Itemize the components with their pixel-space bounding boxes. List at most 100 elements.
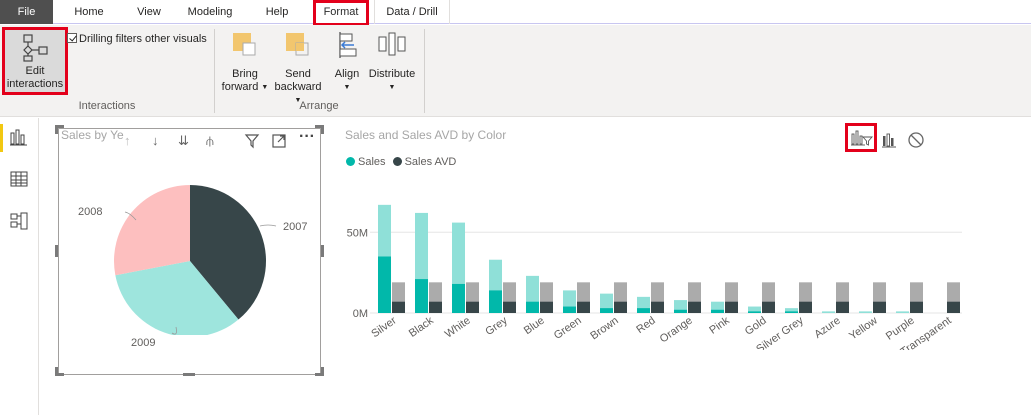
edit-interactions-label-2: interactions [6, 78, 64, 90]
model-view-icon[interactable] [9, 211, 29, 231]
bring-forward-button[interactable]: Bring forward ▼ [220, 30, 270, 94]
pie-label-2008: 2008 [78, 206, 103, 218]
bar-sales-highlight[interactable] [378, 256, 391, 314]
tab-home[interactable]: Home [74, 6, 104, 18]
bar-sales-highlight[interactable] [563, 306, 576, 313]
x-category-label: Grey [483, 314, 510, 338]
bar-sales-total[interactable] [674, 300, 687, 313]
bar-sales-highlight[interactable] [674, 309, 687, 313]
bar-avd-highlight[interactable] [688, 301, 701, 313]
filter-interaction-button[interactable] [845, 123, 877, 152]
ribbon: Edit interactions Drilling filters other… [0, 25, 1031, 117]
distribute-label: Distribute [368, 68, 416, 80]
bar-sales-total[interactable] [600, 293, 613, 313]
bar-avd-highlight[interactable] [836, 301, 849, 313]
bar-avd-highlight[interactable] [910, 301, 923, 313]
resize-handle[interactable] [315, 373, 324, 376]
bar-sales-highlight[interactable] [489, 290, 502, 313]
bar-avd-highlight[interactable] [429, 301, 442, 313]
align-button[interactable]: Align ▼ [330, 30, 364, 94]
bar-avd-highlight[interactable] [651, 301, 664, 313]
data-view-icon[interactable] [9, 169, 29, 189]
send-backward-button[interactable]: Send backward ▼ [270, 30, 326, 107]
bar-avd-highlight[interactable] [392, 301, 405, 313]
bring-forward-label-2: forward [221, 81, 259, 93]
bar-avd-highlight[interactable] [466, 301, 479, 313]
bar-sales-total[interactable] [859, 311, 872, 313]
resize-handle[interactable] [55, 245, 58, 257]
bar-sales-highlight[interactable] [637, 308, 650, 313]
tab-format[interactable]: Format [313, 0, 369, 26]
bar-avd-highlight[interactable] [503, 301, 516, 313]
bar-sales-highlight[interactable] [452, 283, 465, 313]
menu-bar: File Home View Modeling Help Format Data… [0, 0, 1031, 26]
bar-avd-highlight[interactable] [762, 301, 775, 313]
resize-handle[interactable] [315, 125, 324, 128]
more-options-icon[interactable]: ··· [299, 128, 315, 145]
resize-handle[interactable] [55, 367, 58, 376]
resize-handle[interactable] [183, 373, 195, 376]
resize-handle[interactable] [55, 125, 64, 128]
ribbon-divider [214, 29, 215, 113]
edit-interactions-label-1: Edit [25, 65, 45, 77]
bar-avd-highlight[interactable] [873, 301, 886, 313]
go-to-next-level-icon[interactable]: ⇊ [178, 133, 189, 148]
bar-sales-highlight[interactable] [711, 309, 724, 313]
expand-hierarchy-icon[interactable]: ⫛ [206, 133, 214, 148]
highlight-interaction-icon[interactable] [881, 132, 897, 148]
bar-sales-total[interactable] [896, 311, 909, 313]
focus-mode-icon[interactable] [271, 133, 287, 149]
left-nav [0, 118, 39, 415]
pie-slice-2009[interactable] [115, 261, 239, 335]
legend-sales-avd-marker [392, 157, 402, 166]
x-category-label: Silver [369, 314, 399, 340]
bar-sales-total[interactable] [748, 306, 761, 313]
resize-handle[interactable] [321, 245, 324, 257]
resize-handle[interactable] [55, 125, 58, 134]
bar-sales-total[interactable] [711, 301, 724, 313]
bar-sales-highlight[interactable] [415, 279, 428, 313]
bar-sales-total[interactable] [785, 308, 798, 313]
drill-down-icon[interactable]: ↓ [152, 133, 159, 148]
resize-handle[interactable] [321, 125, 324, 134]
bar-visual-title: Sales and Sales AVD by Color [345, 128, 507, 142]
bar-avd-highlight[interactable] [577, 301, 590, 313]
bar-sales-highlight[interactable] [785, 311, 798, 313]
distribute-button[interactable]: Distribute ▼ [366, 30, 418, 94]
bar-sales-total[interactable] [822, 311, 835, 313]
bar-avd-highlight[interactable] [947, 301, 960, 313]
bar-avd-highlight[interactable] [799, 301, 812, 313]
pie-label-2009: 2009 [131, 337, 156, 349]
tab-data-drill[interactable]: Data / Drill [374, 0, 450, 24]
x-category-label: Blue [522, 315, 547, 337]
report-view-icon[interactable] [9, 127, 29, 147]
bar-avd-highlight[interactable] [614, 301, 627, 313]
chart-legend: Sales Sales AVD [346, 156, 456, 168]
tab-file[interactable]: File [0, 0, 53, 24]
distribute-icon [378, 32, 406, 56]
bar-avd-highlight[interactable] [540, 301, 553, 313]
leader-line [124, 211, 137, 221]
dropdown-arrow-icon: ▼ [294, 97, 302, 104]
x-category-label: Azure [812, 315, 842, 341]
checkbox-checked-icon[interactable] [67, 33, 77, 43]
tab-view[interactable]: View [137, 6, 161, 18]
tab-help[interactable]: Help [265, 6, 289, 18]
resize-handle[interactable] [321, 367, 324, 376]
pie-slice-2008[interactable] [114, 185, 190, 276]
edit-interactions-button[interactable]: Edit interactions [2, 27, 68, 95]
leader-line [171, 326, 177, 335]
align-label: Align [334, 68, 360, 80]
filter-icon[interactable] [244, 133, 260, 149]
bar-avd-highlight[interactable] [725, 301, 738, 313]
pie-slice-2007[interactable] [190, 185, 266, 320]
drill-up-icon[interactable]: ↑ [124, 133, 131, 148]
bar-sales-highlight[interactable] [748, 311, 761, 313]
none-interaction-icon[interactable] [907, 131, 925, 149]
tab-modeling[interactable]: Modeling [187, 6, 233, 18]
bar-sales-highlight[interactable] [600, 308, 613, 313]
bar-sales-highlight[interactable] [526, 301, 539, 313]
resize-handle[interactable] [55, 373, 64, 376]
x-category-label: Brown [588, 315, 620, 343]
drilling-filters-checkbox[interactable]: Drilling filters other visuals [67, 33, 207, 45]
